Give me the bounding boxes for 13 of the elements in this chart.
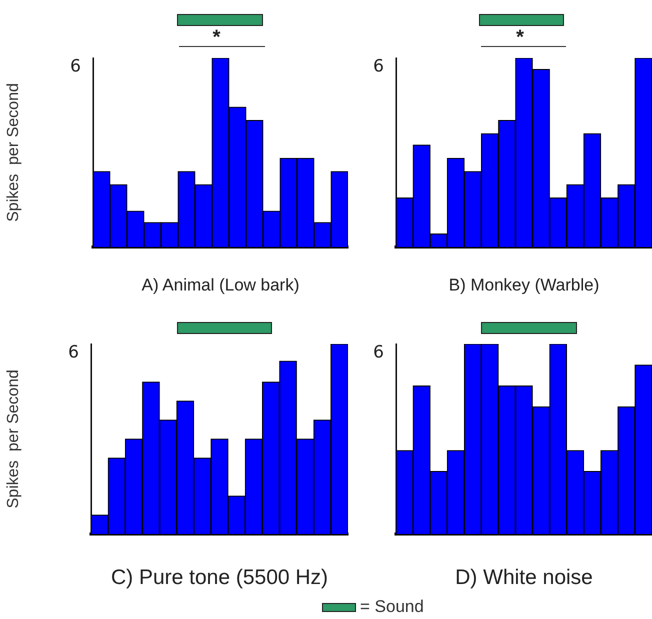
x-axis-title: A) Animal (Low bark) [142, 275, 300, 294]
text: * [516, 26, 524, 49]
text: 6 [70, 56, 81, 76]
text: 6 [68, 342, 79, 362]
x-axis-title: C) Pure tone (5500 Hz) [110, 566, 328, 590]
y-axis-title: Spikes per Second [5, 83, 22, 222]
text: 6 [373, 342, 384, 362]
x-axis-title: D) White noise [455, 566, 593, 590]
text: 6 [373, 56, 384, 76]
text: * [212, 26, 221, 49]
y-axis-title: Spikes per Second [5, 370, 22, 508]
text: = Sound [360, 597, 424, 617]
x-axis-title: B) Monkey (Warble) [448, 275, 600, 294]
